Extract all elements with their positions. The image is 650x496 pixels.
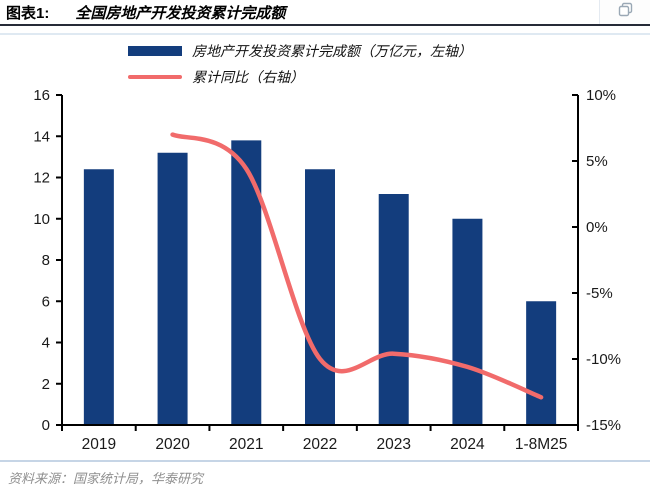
legend-item-bar: 房地产开发投资累计完成额（万亿元，左轴） <box>128 38 472 64</box>
x-label-2021: 2021 <box>229 436 263 453</box>
copy-icon <box>618 2 633 22</box>
chart-legend: 房地产开发投资累计完成额（万亿元，左轴） 累计同比（右轴） <box>128 38 472 90</box>
figure-header: 图表1: 全国房地产开发投资累计完成额 <box>0 0 650 26</box>
left-tick-label: 14 <box>33 128 50 145</box>
copy-button[interactable] <box>599 0 650 24</box>
x-label-2023: 2023 <box>376 436 410 453</box>
figure-footer: 资料来源：国家统计局，华泰研究 <box>0 460 650 487</box>
bar-legend-label: 房地产开发投资累计完成额（万亿元，左轴） <box>192 44 472 60</box>
yoy-line <box>170 132 544 400</box>
x-label-2022: 2022 <box>303 436 337 453</box>
left-tick-label: 8 <box>42 252 50 269</box>
right-tick-label: -5% <box>586 285 613 302</box>
right-tick-label: -15% <box>586 417 621 434</box>
bar-1-8M25 <box>526 301 557 425</box>
right-tick-label: 5% <box>586 153 608 170</box>
left-tick-label: 16 <box>33 88 50 104</box>
right-tick-label: -10% <box>586 351 621 368</box>
bar-2021 <box>231 140 262 425</box>
figure-title: 全国房地产开发投资累计完成额 <box>75 3 286 22</box>
bar-2022 <box>305 169 335 425</box>
figure-tag: 图表1: <box>6 4 50 22</box>
left-tick-label: 2 <box>42 376 50 393</box>
x-label-2019: 2019 <box>82 436 116 453</box>
line-legend-swatch <box>128 75 182 79</box>
bar-2019 <box>83 169 114 425</box>
left-tick-label: 12 <box>33 170 50 187</box>
left-tick-label: 0 <box>42 417 50 434</box>
bar-2024 <box>452 218 483 425</box>
bar-2023 <box>378 194 409 425</box>
line-legend-label: 累计同比（右轴） <box>192 70 304 86</box>
left-tick-label: 6 <box>42 293 50 310</box>
bar-2020 <box>157 152 188 425</box>
header-divider <box>0 33 650 35</box>
legend-item-line: 累计同比（右轴） <box>128 64 472 90</box>
left-tick-label: 4 <box>42 335 50 352</box>
right-tick-label: 10% <box>586 88 616 104</box>
source-note: 资料来源：国家统计局，华泰研究 <box>8 472 204 487</box>
bar-legend-swatch <box>128 46 182 56</box>
x-label-2024: 2024 <box>450 436 485 453</box>
right-tick-label: 0% <box>586 219 608 236</box>
combo-chart: 0 2 4 6 8 10 12 14 16 10% 5% 0% -5% -10% -15% 2019 2020 2… <box>33 88 621 453</box>
x-label-1-8M25: 1-8M25 <box>515 436 568 453</box>
left-tick-label: 10 <box>33 211 50 228</box>
x-label-2020: 2020 <box>155 436 190 453</box>
